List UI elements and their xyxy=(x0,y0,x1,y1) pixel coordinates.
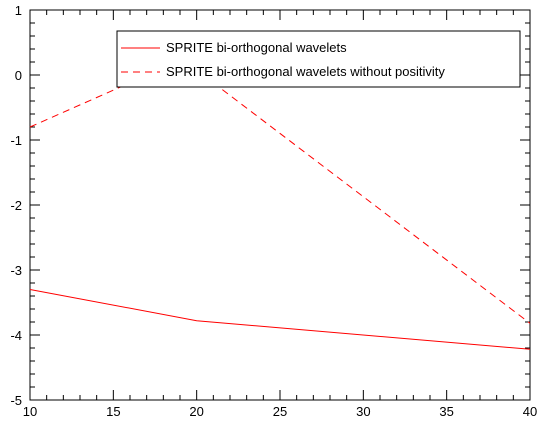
y-tick-label: -4 xyxy=(10,328,22,343)
x-tick-label: 30 xyxy=(356,404,370,419)
y-tick-label: -1 xyxy=(10,133,22,148)
legend-label-series-2: SPRITE bi-orthogonal wavelets without po… xyxy=(166,64,445,79)
series-line-1 xyxy=(29,289,531,350)
x-tick-label: 25 xyxy=(273,404,287,419)
legend: SPRITE bi-orthogonal wavelets SPRITE bi-… xyxy=(116,30,521,88)
x-tick-label: 15 xyxy=(106,404,120,419)
y-tick-label: -5 xyxy=(10,393,22,408)
series-line-2 xyxy=(29,82,531,324)
y-tick-label: 0 xyxy=(15,68,22,83)
legend-label-series-1: SPRITE bi-orthogonal wavelets xyxy=(166,40,347,55)
y-tick-label: -2 xyxy=(10,198,22,213)
series-lines xyxy=(29,82,531,350)
x-tick-label: 40 xyxy=(523,404,537,419)
y-tick-label: 1 xyxy=(15,3,22,18)
legend-box xyxy=(116,30,521,88)
y-tick-label: -3 xyxy=(10,263,22,278)
axis-ticks xyxy=(29,9,531,401)
x-tick-label: 35 xyxy=(439,404,453,419)
x-tick-label: 20 xyxy=(189,404,203,419)
x-tick-label: 10 xyxy=(23,404,37,419)
